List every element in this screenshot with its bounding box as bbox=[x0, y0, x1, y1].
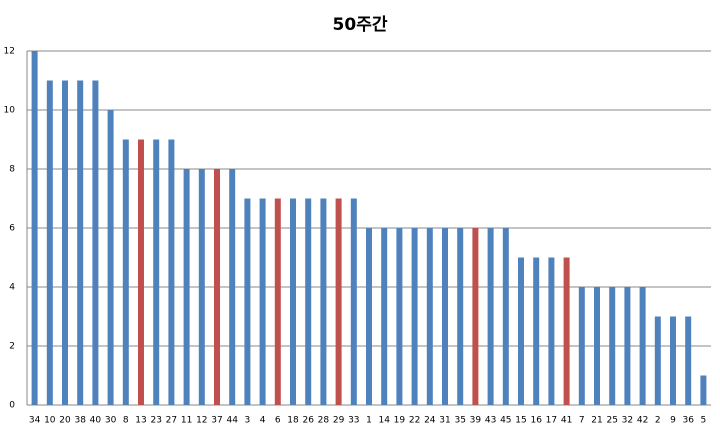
bar bbox=[244, 198, 251, 405]
x-tick-label: 12 bbox=[196, 416, 207, 426]
x-tick-label: 22 bbox=[409, 416, 420, 426]
x-tick-label: 27 bbox=[166, 416, 177, 426]
bar bbox=[77, 80, 84, 405]
x-tick-label: 28 bbox=[318, 416, 330, 426]
bar bbox=[153, 139, 160, 405]
x-tick-label: 21 bbox=[591, 416, 602, 426]
x-tick-label: 19 bbox=[394, 416, 406, 426]
x-tick-label: 36 bbox=[682, 416, 694, 426]
x-tick-label: 37 bbox=[211, 416, 222, 426]
bar bbox=[381, 228, 388, 405]
x-tick-label: 3 bbox=[245, 416, 251, 426]
bar bbox=[168, 139, 175, 405]
y-tick-label: 0 bbox=[9, 401, 15, 411]
bar bbox=[578, 287, 585, 405]
x-tick-label: 41 bbox=[561, 416, 572, 426]
bar bbox=[259, 198, 266, 405]
y-tick-label: 6 bbox=[9, 224, 15, 234]
x-tick-label: 8 bbox=[123, 416, 129, 426]
bar bbox=[654, 316, 661, 405]
x-tick-label: 16 bbox=[530, 416, 542, 426]
x-tick-label: 35 bbox=[454, 416, 465, 426]
bar bbox=[594, 287, 600, 405]
bar bbox=[609, 287, 616, 405]
bar bbox=[670, 316, 676, 405]
bar bbox=[62, 80, 68, 405]
x-tick-label: 20 bbox=[59, 416, 71, 426]
x-tick-label: 7 bbox=[579, 416, 585, 426]
bar bbox=[639, 287, 646, 405]
x-tick-label: 26 bbox=[302, 416, 314, 426]
x-tick-label: 43 bbox=[485, 416, 496, 426]
x-tick-label: 13 bbox=[135, 416, 146, 426]
y-tick-label: 2 bbox=[9, 342, 15, 352]
x-tick-label: 23 bbox=[150, 416, 161, 426]
bar bbox=[350, 198, 357, 405]
bar bbox=[107, 110, 114, 405]
bar bbox=[442, 228, 448, 405]
bar bbox=[426, 228, 433, 405]
bar bbox=[533, 257, 540, 405]
x-tick-label: 30 bbox=[105, 416, 117, 426]
x-tick-label: 9 bbox=[670, 416, 676, 426]
bar bbox=[563, 257, 570, 405]
x-tick-label: 1 bbox=[366, 416, 372, 426]
x-tick-label: 38 bbox=[74, 416, 86, 426]
bar bbox=[700, 375, 707, 405]
bar bbox=[274, 198, 281, 405]
bar bbox=[685, 316, 692, 405]
y-tick-label: 4 bbox=[9, 283, 15, 293]
x-tick-label: 25 bbox=[606, 416, 617, 426]
x-tick-label: 15 bbox=[515, 416, 526, 426]
x-tick-label: 45 bbox=[500, 416, 511, 426]
bar bbox=[290, 198, 296, 405]
bar bbox=[198, 169, 205, 405]
bar bbox=[624, 287, 631, 405]
x-tick-label: 4 bbox=[260, 416, 266, 426]
bar bbox=[502, 228, 509, 405]
bar bbox=[92, 80, 99, 405]
bar bbox=[457, 228, 464, 405]
bar bbox=[122, 139, 129, 405]
x-tick-label: 39 bbox=[470, 416, 482, 426]
x-tick-label: 2 bbox=[655, 416, 661, 426]
x-tick-label: 40 bbox=[90, 416, 102, 426]
x-tick-label: 24 bbox=[424, 416, 436, 426]
x-tick-label: 34 bbox=[29, 416, 41, 426]
bar bbox=[320, 198, 327, 405]
x-tick-label: 29 bbox=[333, 416, 345, 426]
bar bbox=[214, 169, 220, 405]
y-tick-label: 8 bbox=[9, 165, 15, 175]
chart-title: 50주간 bbox=[333, 15, 388, 35]
x-tick-label: 44 bbox=[226, 416, 238, 426]
bar bbox=[335, 198, 342, 405]
x-tick-label: 11 bbox=[181, 416, 192, 426]
bar bbox=[396, 228, 403, 405]
x-tick-label: 10 bbox=[44, 416, 56, 426]
x-tick-label: 5 bbox=[701, 416, 707, 426]
bar bbox=[183, 169, 190, 405]
bar bbox=[518, 257, 524, 405]
x-tick-label: 32 bbox=[622, 416, 633, 426]
bar bbox=[305, 198, 312, 405]
bar bbox=[31, 51, 38, 405]
x-tick-label: 17 bbox=[546, 416, 557, 426]
bar bbox=[138, 139, 144, 405]
x-tick-label: 33 bbox=[348, 416, 359, 426]
x-tick-label: 6 bbox=[275, 416, 281, 426]
x-tick-label: 42 bbox=[637, 416, 648, 426]
bar bbox=[229, 169, 236, 405]
y-tick-label: 12 bbox=[4, 47, 15, 57]
bar bbox=[472, 228, 479, 405]
x-tick-label: 18 bbox=[287, 416, 299, 426]
bar bbox=[487, 228, 494, 405]
x-tick-label: 14 bbox=[378, 416, 390, 426]
bar bbox=[411, 228, 418, 405]
bar bbox=[366, 228, 372, 405]
bar bbox=[548, 257, 555, 405]
bar bbox=[46, 80, 53, 405]
x-tick-label: 31 bbox=[439, 416, 450, 426]
y-tick-label: 10 bbox=[4, 106, 16, 116]
